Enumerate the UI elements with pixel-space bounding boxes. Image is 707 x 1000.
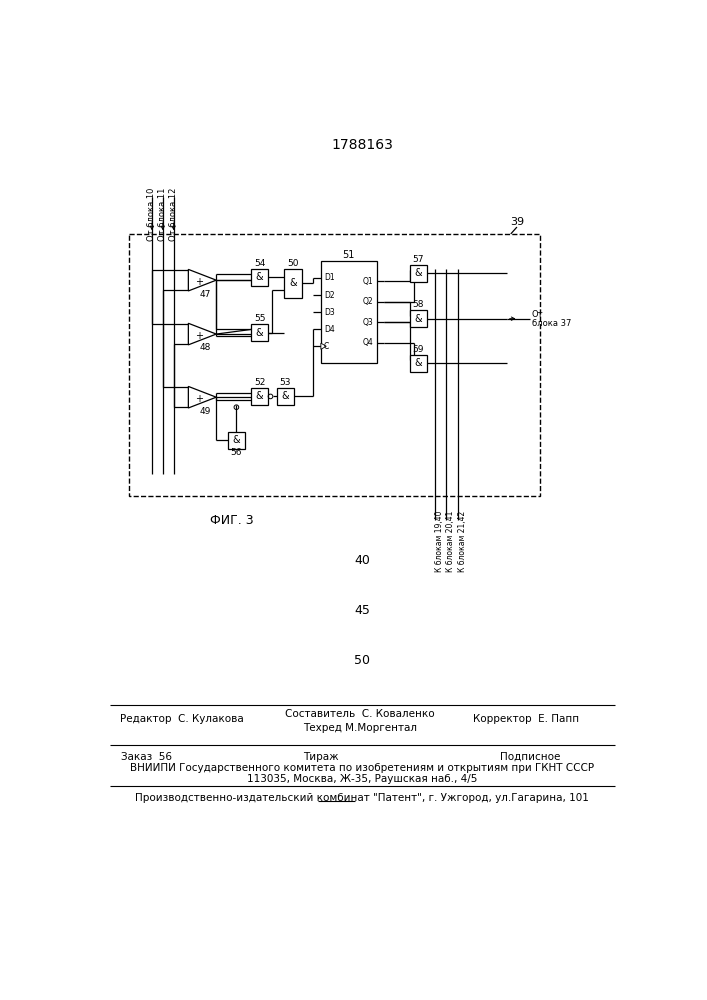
Polygon shape — [188, 386, 216, 408]
Text: От блока 10: От блока 10 — [148, 188, 156, 241]
Text: 50: 50 — [287, 259, 299, 268]
Text: 56: 56 — [230, 448, 243, 457]
Text: D3: D3 — [324, 308, 334, 317]
Text: &: & — [289, 278, 297, 288]
Bar — [129, 234, 540, 496]
Text: D2: D2 — [324, 291, 334, 300]
Bar — [410, 310, 427, 327]
Text: D1: D1 — [324, 273, 334, 282]
Text: &: & — [256, 391, 264, 401]
Text: блока 37: блока 37 — [532, 319, 571, 328]
Text: &: & — [415, 358, 422, 368]
Text: 59: 59 — [413, 345, 424, 354]
Text: &: & — [256, 272, 264, 282]
Text: 47: 47 — [199, 290, 211, 299]
Text: От блока 11: От блока 11 — [158, 188, 168, 241]
Text: 40: 40 — [354, 554, 370, 567]
Text: 113035, Москва, Ж-35, Раушская наб., 4/5: 113035, Москва, Ж-35, Раушская наб., 4/5 — [247, 774, 477, 784]
Text: От: От — [532, 310, 543, 319]
Polygon shape — [188, 269, 216, 291]
Text: Техред М.Моргентал: Техред М.Моргентал — [303, 723, 416, 733]
Text: 1788163: 1788163 — [331, 138, 393, 152]
Text: 39: 39 — [510, 217, 524, 227]
Bar — [251, 324, 268, 341]
Bar — [251, 269, 268, 286]
Text: Заказ  56: Заказ 56 — [121, 752, 172, 762]
Text: C: C — [324, 342, 329, 351]
Bar — [228, 432, 245, 449]
Text: 52: 52 — [254, 378, 265, 387]
Text: +: + — [195, 331, 203, 341]
Text: Q1: Q1 — [363, 277, 373, 286]
Text: 51: 51 — [343, 250, 355, 260]
Text: 49: 49 — [199, 407, 211, 416]
Text: К блокам 19,40: К блокам 19,40 — [435, 510, 444, 572]
Text: Q4: Q4 — [363, 338, 373, 347]
Text: &: & — [233, 435, 240, 445]
Text: Корректор  Е. Папп: Корректор Е. Папп — [473, 714, 579, 724]
Text: Редактор  С. Кулакова: Редактор С. Кулакова — [119, 714, 243, 724]
Bar — [410, 265, 427, 282]
Text: Составитель  С. Коваленко: Составитель С. Коваленко — [285, 709, 434, 719]
Text: 57: 57 — [413, 255, 424, 264]
Text: +: + — [195, 394, 203, 404]
Text: От блока 12: От блока 12 — [169, 188, 178, 241]
Bar — [284, 269, 301, 298]
Bar — [321, 261, 377, 363]
Text: 45: 45 — [354, 604, 370, 617]
Bar — [276, 388, 293, 405]
Text: &: & — [415, 268, 422, 278]
Text: D4: D4 — [324, 325, 334, 334]
Text: 48: 48 — [199, 343, 211, 352]
Text: К блокам 20,41: К блокам 20,41 — [446, 510, 455, 572]
Text: &: & — [415, 314, 422, 324]
Text: 53: 53 — [279, 378, 291, 387]
Text: ВНИИПИ Государственного комитета по изобретениям и открытиям при ГКНТ СССР: ВНИИПИ Государственного комитета по изоб… — [130, 763, 594, 773]
Text: &: & — [256, 328, 264, 338]
Polygon shape — [321, 343, 327, 349]
Text: 50: 50 — [354, 654, 370, 667]
Text: Подписное: Подписное — [500, 752, 561, 762]
Bar — [410, 355, 427, 372]
Text: Производственно-издательский комбинат "Патент", г. Ужгород, ул.Гагарина, 101: Производственно-издательский комбинат "П… — [135, 793, 589, 803]
Text: +: + — [195, 277, 203, 287]
Text: &: & — [281, 391, 289, 401]
Text: К блокам 21,42: К блокам 21,42 — [458, 510, 467, 572]
Polygon shape — [188, 323, 216, 345]
Text: Тираж: Тираж — [303, 752, 339, 762]
Text: 58: 58 — [413, 300, 424, 309]
Bar — [251, 388, 268, 405]
Text: 54: 54 — [254, 259, 265, 268]
Text: ФИГ. 3: ФИГ. 3 — [210, 514, 254, 527]
Text: 55: 55 — [254, 314, 265, 323]
Text: Q2: Q2 — [363, 297, 373, 306]
Text: Q3: Q3 — [363, 318, 373, 327]
